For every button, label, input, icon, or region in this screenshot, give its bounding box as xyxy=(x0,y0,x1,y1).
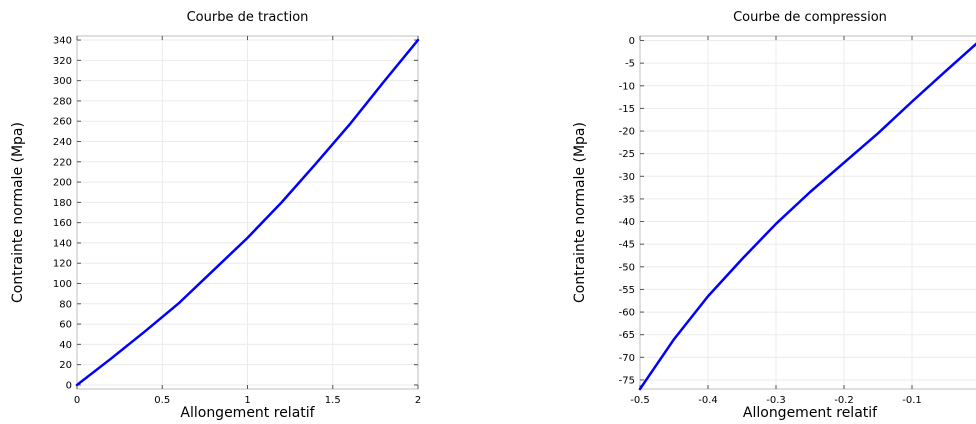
plot-frame xyxy=(639,35,976,390)
x-axis-label: Allongement relatif xyxy=(180,405,315,421)
x-tick-label: 1.5 xyxy=(325,395,341,406)
x-tick-label: 1 xyxy=(244,395,250,406)
series-line xyxy=(638,42,976,391)
y-tick-label: -5 xyxy=(625,59,635,70)
y-tick-label: 160 xyxy=(53,218,72,229)
y-tick-label: -35 xyxy=(619,194,635,205)
chart-1: 0 0.5 1 1.5 20204060801001201401601802002202… xyxy=(10,10,421,421)
y-tick-label: 120 xyxy=(53,259,72,270)
y-tick-label: -25 xyxy=(619,149,635,160)
x-axis-label: Allongement relatif xyxy=(743,405,878,421)
y-tick-label: -20 xyxy=(619,127,635,138)
y-tick-label: 20 xyxy=(59,360,72,371)
y-tick-label: -50 xyxy=(619,262,635,273)
y-tick-label: -70 xyxy=(619,353,635,364)
y-tick-label: 60 xyxy=(59,320,72,331)
y-tick-label: 140 xyxy=(53,238,72,249)
y-tick-label: -40 xyxy=(619,217,635,228)
y-tick-label: 240 xyxy=(53,137,72,148)
y-axis-label: Contrainte normale (Mpa) xyxy=(572,122,588,303)
chart-title: Courbe de traction xyxy=(187,10,309,25)
y-tick-label: -45 xyxy=(619,240,635,251)
y-tick-label: 180 xyxy=(53,198,72,209)
x-tick-label: -0.1 xyxy=(902,395,922,406)
x-tick-label: 0 xyxy=(74,395,80,406)
x-tick-label: 2 xyxy=(415,395,421,406)
y-tick-label: 280 xyxy=(53,96,72,107)
y-axis-label: Contrainte normale (Mpa) xyxy=(10,122,26,303)
y-tick-label: 0 xyxy=(66,380,72,391)
y-tick-label: 80 xyxy=(59,299,72,310)
y-tick-label: 340 xyxy=(53,36,72,47)
y-tick-label: 300 xyxy=(53,76,72,87)
x-tick-label: -0.3 xyxy=(766,395,786,406)
y-tick-label: 100 xyxy=(53,279,72,290)
y-tick-label: -55 xyxy=(619,285,635,296)
chart-title: Courbe de compression xyxy=(733,10,887,25)
y-tick-label: 260 xyxy=(53,117,72,128)
y-tick-label: 0 xyxy=(629,36,635,47)
x-tick-label: 0.5 xyxy=(154,395,170,406)
y-tick-label: 200 xyxy=(53,178,72,189)
x-tick-label: -0.4 xyxy=(698,395,718,406)
y-tick-label: 220 xyxy=(53,157,72,168)
y-tick-label: -10 xyxy=(619,81,635,92)
x-tick-label: -0.2 xyxy=(834,395,854,406)
y-tick-label: -65 xyxy=(619,330,635,341)
x-tick-label: -0.5 xyxy=(630,395,650,406)
series-line xyxy=(75,38,420,387)
y-tick-label: -15 xyxy=(619,104,635,115)
y-tick-label: -30 xyxy=(619,172,635,183)
y-tick-label: -60 xyxy=(619,308,635,319)
y-tick-label: 320 xyxy=(53,56,72,67)
chart-2: -0.5-0.4-0.3-0.2-0.100-5-10-15-20-25-30-… xyxy=(572,10,976,421)
y-tick-label: -75 xyxy=(619,375,635,386)
y-tick-label: 40 xyxy=(59,340,72,351)
